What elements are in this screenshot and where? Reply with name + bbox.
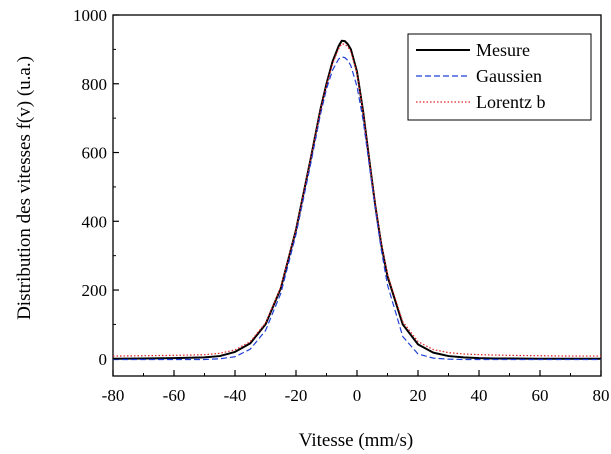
series-line-mesure (112, 39, 601, 360)
legend: Mesure Gaussien Lorentz b (407, 33, 592, 121)
x-tick-label: -20 (285, 386, 308, 405)
x-tick-label: 80 (593, 386, 610, 405)
x-axis-label: Vitesse (mm/s) (299, 430, 413, 451)
y-axis-label: Distribution des vitesses f(v) (u.a.) (14, 56, 35, 320)
x-tick-label: -80 (102, 386, 125, 405)
x-tick-label: -40 (224, 386, 247, 405)
x-tick-label: 0 (353, 386, 362, 405)
series-line-lorentz-b (112, 43, 601, 357)
series-line-gaussien (113, 56, 601, 361)
y-axis-ticks: 0 200 400 600 800 1000 (73, 6, 119, 369)
y-tick-label: 600 (82, 144, 108, 163)
y-tick-label: 400 (82, 212, 108, 231)
x-tick-label: 20 (410, 386, 427, 405)
legend-entry-label: Lorentz b (476, 92, 545, 112)
x-axis-ticks: -80 -60 -40 -20 0 20 40 60 80 (102, 370, 610, 405)
legend-box (407, 33, 592, 121)
x-tick-label: 40 (471, 386, 488, 405)
y-tick-label: 1000 (73, 6, 107, 25)
x-tick-label: -60 (163, 386, 186, 405)
y-tick-label: 0 (99, 350, 108, 369)
y-tick-label: 200 (82, 281, 108, 300)
legend-entry-label: Gaussien (476, 66, 542, 86)
x-tick-label: 60 (532, 386, 549, 405)
legend-entry-label: Mesure (476, 40, 530, 60)
series-lines (112, 39, 601, 361)
y-tick-label: 800 (82, 75, 108, 94)
